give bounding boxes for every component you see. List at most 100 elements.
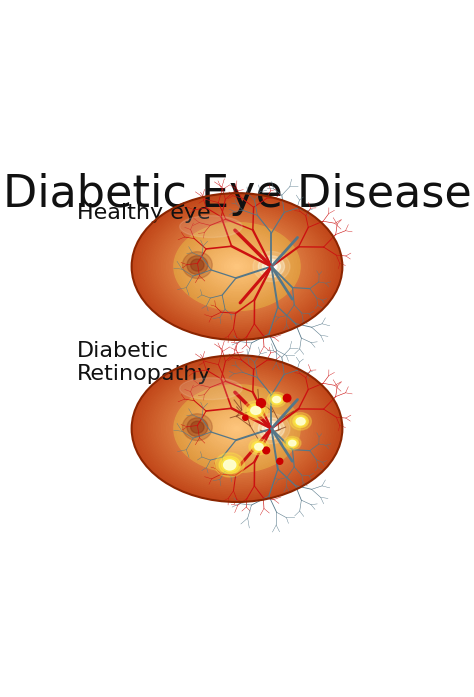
Ellipse shape: [232, 425, 242, 432]
Ellipse shape: [140, 199, 334, 334]
Ellipse shape: [216, 252, 258, 281]
Ellipse shape: [199, 240, 275, 293]
Ellipse shape: [135, 358, 339, 500]
Ellipse shape: [191, 421, 204, 434]
Ellipse shape: [183, 391, 291, 466]
Ellipse shape: [202, 404, 272, 453]
Ellipse shape: [206, 407, 268, 450]
Ellipse shape: [159, 212, 315, 321]
Ellipse shape: [143, 201, 331, 332]
Ellipse shape: [166, 217, 308, 316]
Ellipse shape: [193, 236, 281, 298]
Ellipse shape: [192, 398, 282, 459]
Ellipse shape: [232, 263, 242, 270]
Ellipse shape: [290, 413, 311, 430]
Ellipse shape: [164, 215, 310, 317]
Ellipse shape: [283, 436, 301, 450]
Ellipse shape: [289, 441, 296, 446]
Text: Diabetic Eye Disease: Diabetic Eye Disease: [3, 174, 471, 216]
Ellipse shape: [221, 256, 253, 277]
Ellipse shape: [272, 395, 282, 404]
Ellipse shape: [216, 414, 258, 443]
Ellipse shape: [169, 381, 305, 476]
Ellipse shape: [286, 438, 299, 448]
Ellipse shape: [148, 367, 326, 491]
Ellipse shape: [267, 263, 276, 270]
Ellipse shape: [231, 424, 243, 433]
Ellipse shape: [159, 374, 315, 483]
Circle shape: [277, 459, 283, 464]
Ellipse shape: [234, 264, 240, 269]
Ellipse shape: [224, 460, 236, 470]
Ellipse shape: [228, 260, 246, 273]
Ellipse shape: [213, 412, 261, 445]
Ellipse shape: [198, 401, 276, 456]
Ellipse shape: [253, 252, 290, 282]
Ellipse shape: [146, 203, 328, 330]
Ellipse shape: [205, 245, 269, 289]
Ellipse shape: [221, 458, 238, 472]
Ellipse shape: [190, 396, 284, 461]
Ellipse shape: [185, 392, 289, 465]
Ellipse shape: [244, 401, 268, 420]
Ellipse shape: [196, 238, 278, 295]
Ellipse shape: [229, 423, 245, 434]
Ellipse shape: [266, 424, 277, 434]
Ellipse shape: [203, 405, 271, 452]
Circle shape: [263, 447, 270, 454]
Ellipse shape: [253, 443, 264, 451]
Ellipse shape: [253, 413, 290, 444]
Ellipse shape: [182, 390, 292, 467]
Ellipse shape: [221, 256, 253, 277]
Ellipse shape: [255, 443, 263, 450]
Ellipse shape: [219, 254, 255, 279]
Ellipse shape: [224, 257, 250, 275]
Ellipse shape: [227, 259, 247, 274]
Ellipse shape: [161, 376, 313, 482]
Ellipse shape: [213, 250, 261, 283]
Ellipse shape: [180, 215, 242, 238]
Ellipse shape: [182, 414, 212, 441]
Ellipse shape: [138, 197, 336, 335]
Ellipse shape: [215, 413, 259, 444]
Ellipse shape: [166, 380, 308, 477]
Ellipse shape: [267, 424, 276, 433]
Ellipse shape: [209, 409, 265, 448]
Ellipse shape: [151, 206, 323, 326]
Ellipse shape: [195, 238, 279, 296]
Ellipse shape: [229, 261, 245, 272]
Ellipse shape: [249, 438, 269, 455]
Ellipse shape: [231, 262, 243, 271]
Ellipse shape: [177, 387, 297, 470]
Ellipse shape: [206, 245, 268, 289]
Ellipse shape: [247, 404, 264, 418]
Ellipse shape: [293, 415, 309, 428]
Ellipse shape: [169, 220, 305, 314]
Ellipse shape: [190, 233, 284, 300]
Ellipse shape: [156, 210, 318, 323]
Ellipse shape: [224, 420, 250, 438]
Ellipse shape: [228, 422, 246, 435]
Ellipse shape: [208, 247, 266, 286]
Ellipse shape: [201, 241, 273, 292]
Ellipse shape: [212, 249, 262, 284]
Ellipse shape: [154, 208, 320, 325]
Ellipse shape: [270, 395, 283, 405]
Ellipse shape: [295, 417, 307, 426]
Ellipse shape: [219, 416, 255, 441]
Ellipse shape: [187, 256, 208, 275]
Ellipse shape: [177, 224, 297, 308]
Ellipse shape: [161, 214, 313, 319]
Ellipse shape: [258, 418, 284, 439]
Ellipse shape: [263, 259, 281, 274]
Ellipse shape: [195, 399, 279, 458]
Ellipse shape: [266, 262, 277, 271]
Ellipse shape: [151, 369, 323, 489]
Ellipse shape: [252, 441, 266, 452]
Ellipse shape: [199, 402, 275, 455]
Circle shape: [256, 399, 265, 408]
Text: Healthy eye: Healthy eye: [77, 204, 210, 223]
Ellipse shape: [211, 248, 263, 284]
Ellipse shape: [182, 229, 292, 305]
Ellipse shape: [202, 243, 272, 291]
